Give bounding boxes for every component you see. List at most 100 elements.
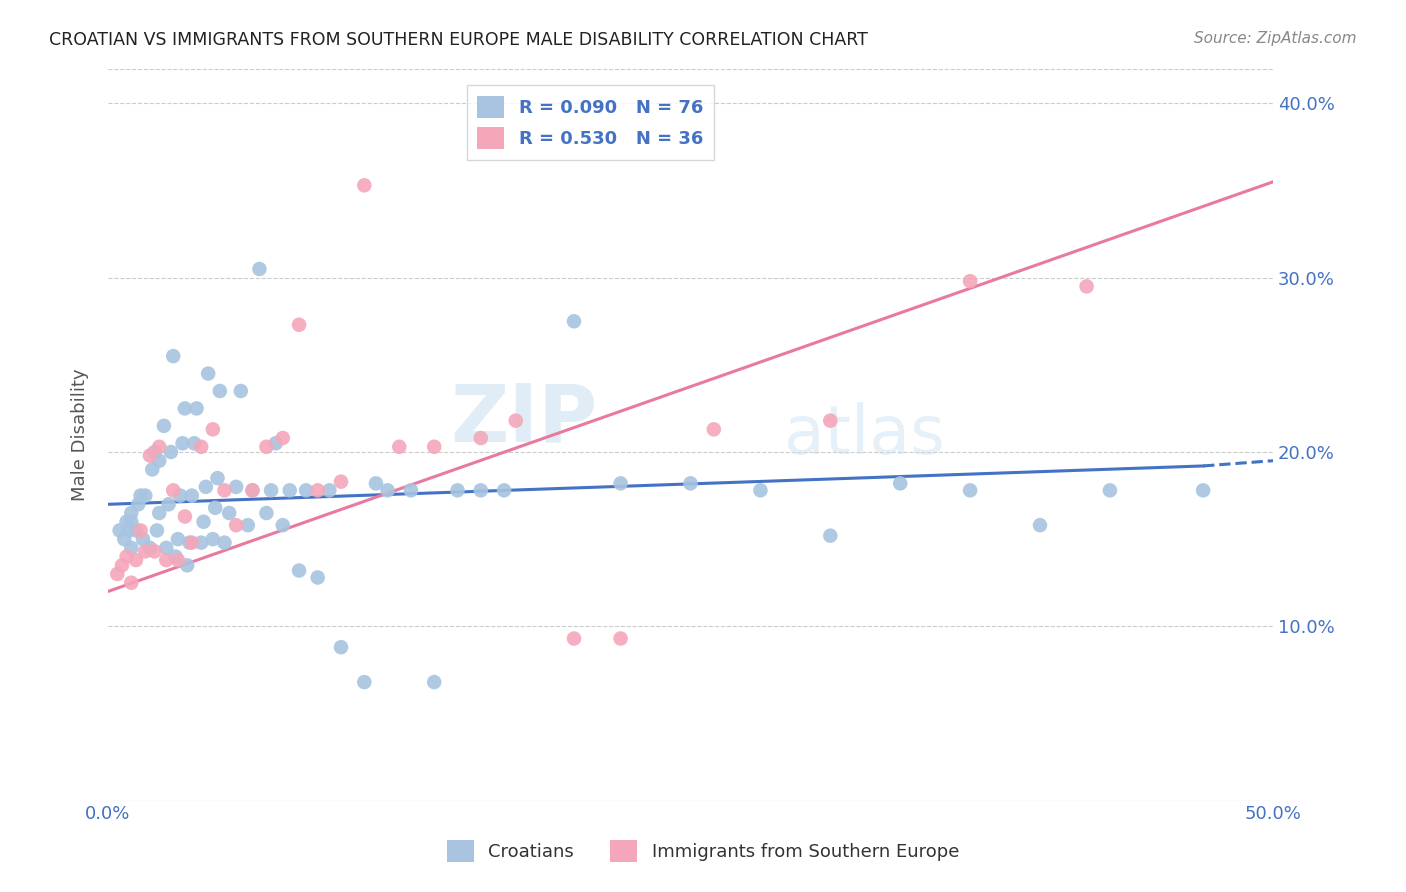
Point [105,567,128,582]
Y-axis label: Male Disability: Male Disability [72,368,89,501]
Point [162,349,184,363]
Point [167,553,190,567]
Point [120,541,142,555]
Point [108,524,131,538]
Point [353,675,375,690]
Point [127,497,149,511]
Point [609,632,631,646]
Point [120,515,142,529]
Point [1029,518,1052,533]
Point [1192,483,1215,498]
Point [494,483,516,498]
Point [155,553,177,567]
Point [271,431,294,445]
Point [208,384,231,398]
Point [307,570,329,584]
Point [330,640,353,655]
Point [214,535,236,549]
Point [288,564,311,578]
Point [115,549,138,564]
Point [749,483,772,498]
Point [180,489,202,503]
Point [249,262,271,277]
Point [111,558,134,573]
Point [197,367,219,381]
Point [148,453,170,467]
Point [353,178,375,193]
Point [609,476,631,491]
Point [423,675,446,690]
Point [562,314,585,328]
Point [278,483,301,498]
Point [470,483,492,498]
Point [186,401,208,416]
Point [242,483,264,498]
Point [225,480,247,494]
Point [183,436,205,450]
Point [295,483,318,498]
Point [125,553,148,567]
Point [157,497,180,511]
Point [169,489,191,503]
Point [139,449,162,463]
Point [153,418,176,433]
Point [115,515,138,529]
Point [204,500,226,515]
Point [218,506,240,520]
Point [167,532,190,546]
Point [703,422,725,436]
Point [141,462,163,476]
Point [399,483,422,498]
Point [505,414,527,428]
Point [129,489,152,503]
Point [172,436,194,450]
Point [134,544,156,558]
Point [118,524,141,538]
Point [162,483,184,498]
Point [562,632,585,646]
Point [201,422,224,436]
Point [120,575,142,590]
Point [330,475,353,489]
Text: ZIP: ZIP [450,381,598,458]
Point [155,541,177,555]
Text: CROATIAN VS IMMIGRANTS FROM SOUTHERN EUROPE MALE DISABILITY CORRELATION CHART: CROATIAN VS IMMIGRANTS FROM SOUTHERN EUR… [49,31,868,49]
Point [679,476,702,491]
Point [207,471,229,485]
Point [214,483,236,498]
Point [1098,483,1121,498]
Point [180,535,202,549]
Point [254,506,277,520]
Point [364,476,387,491]
Point [959,274,981,288]
Point [165,549,187,564]
Point [1076,279,1098,293]
Point [318,483,340,498]
Point [120,506,142,520]
Point [148,440,170,454]
Point [132,532,155,546]
Point [288,318,311,332]
Text: Source: ZipAtlas.com: Source: ZipAtlas.com [1194,31,1357,46]
Point [264,436,287,450]
Point [388,440,411,454]
Legend: Croatians, Immigrants from Southern Europe: Croatians, Immigrants from Southern Euro… [440,833,966,870]
Point [260,483,283,498]
Point [129,524,152,538]
Point [190,440,212,454]
Point [254,440,277,454]
Point [139,541,162,555]
Point [271,518,294,533]
Point [143,544,166,558]
Point [423,440,446,454]
Point [225,518,247,533]
Point [242,483,264,498]
Point [194,480,217,494]
Point [173,401,195,416]
Point [146,524,169,538]
Point [190,535,212,549]
Point [820,414,842,428]
Text: atlas: atlas [783,401,945,467]
Point [134,489,156,503]
Point [307,483,329,498]
